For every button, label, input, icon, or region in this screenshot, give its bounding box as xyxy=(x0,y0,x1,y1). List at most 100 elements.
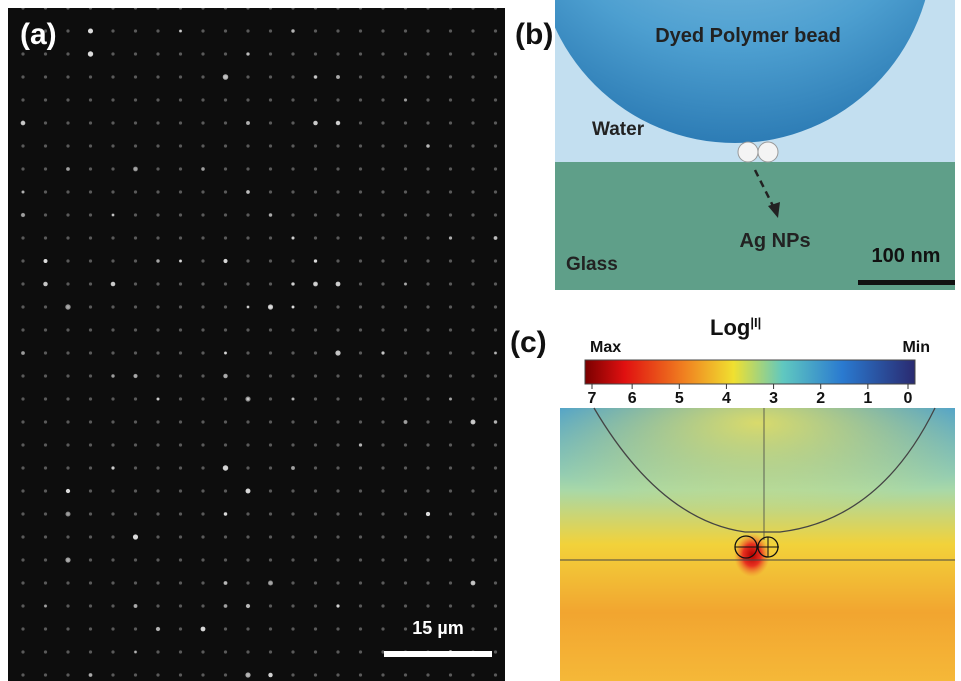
bright-spot xyxy=(314,283,317,286)
bright-spot xyxy=(201,627,206,632)
bright-spot xyxy=(44,605,47,608)
bright-spot xyxy=(359,443,362,446)
bright-spot xyxy=(156,259,159,262)
bright-spot xyxy=(291,29,294,32)
bright-spot xyxy=(133,534,138,539)
bright-spot xyxy=(246,190,250,194)
panel-label: (a) xyxy=(20,18,57,51)
water-label: Water xyxy=(592,119,645,140)
colorbar-tick-label: 0 xyxy=(904,390,913,407)
bright-spot xyxy=(449,236,452,239)
bright-spot xyxy=(245,672,250,677)
bright-spot xyxy=(268,304,273,309)
bright-spot xyxy=(245,396,250,401)
bright-spot xyxy=(223,465,228,470)
bright-spot xyxy=(134,651,136,653)
bright-spot xyxy=(494,236,498,240)
bright-spot xyxy=(224,352,227,355)
bright-spot xyxy=(336,282,341,287)
bright-spot xyxy=(335,350,340,355)
bright-spot xyxy=(404,99,407,102)
bright-spot xyxy=(314,259,317,262)
bright-spot xyxy=(22,191,25,194)
bright-spot xyxy=(134,604,138,608)
scale-bar-label: 100 nm xyxy=(872,245,941,267)
bright-spot xyxy=(111,374,114,377)
colorbar-tick-label: 5 xyxy=(675,390,684,407)
bright-spot xyxy=(133,167,138,172)
bright-spot xyxy=(292,237,295,240)
bright-spot xyxy=(246,489,251,494)
bright-spot xyxy=(471,420,476,425)
colorbar-tick-label: 6 xyxy=(628,390,637,407)
bright-spot xyxy=(224,604,228,608)
bright-spot xyxy=(404,283,407,286)
bright-spot xyxy=(224,581,228,585)
bright-spot xyxy=(291,282,294,285)
bright-spot xyxy=(156,627,160,631)
bright-spot xyxy=(292,398,295,401)
glass-label: Glass xyxy=(566,254,618,275)
bright-spot xyxy=(494,352,497,355)
bright-spot xyxy=(246,52,249,55)
bright-spot xyxy=(268,580,273,585)
bright-spot xyxy=(44,259,48,263)
bright-spot xyxy=(494,420,497,423)
bright-spot xyxy=(66,167,70,171)
bright-spot xyxy=(223,74,229,80)
bright-spot xyxy=(89,673,93,677)
colorbar-tick-label: 4 xyxy=(722,390,731,407)
bead-label: Dyed Polymer bead xyxy=(655,25,841,47)
bright-spot xyxy=(112,214,114,216)
panel-label: (c) xyxy=(510,326,547,359)
bright-spot xyxy=(313,121,318,126)
bright-spot xyxy=(65,557,70,562)
figure: (a) 15 µm (b) Dyed Polymer bead Water Ag… xyxy=(0,0,961,681)
scale-bar xyxy=(858,280,955,285)
bright-spot xyxy=(111,282,116,287)
bright-spot xyxy=(133,374,137,378)
bright-spot xyxy=(336,75,340,79)
bright-spot xyxy=(426,512,430,516)
bright-spot xyxy=(471,581,476,586)
colorbar-tick-label: 3 xyxy=(769,390,778,407)
bright-spot xyxy=(179,30,182,33)
bright-spot xyxy=(21,351,25,355)
bright-spot xyxy=(21,121,26,126)
bright-spot xyxy=(449,398,452,401)
title-text: Log xyxy=(710,315,750,340)
dot-array xyxy=(8,8,505,681)
bright-spot xyxy=(381,351,384,354)
bright-spot xyxy=(268,673,272,677)
bright-spot xyxy=(223,374,228,379)
panel-label: (b) xyxy=(515,18,553,51)
bright-spot xyxy=(66,489,70,493)
scale-bar-label: 15 µm xyxy=(412,618,463,638)
nanoparticle xyxy=(758,142,778,162)
bright-spot xyxy=(224,512,227,515)
colorbar-tick-label: 7 xyxy=(588,390,597,407)
colorbar-title: Log|I| xyxy=(710,315,761,340)
bright-spot xyxy=(21,213,25,217)
bright-spot xyxy=(269,213,273,217)
colorbar-min: Min xyxy=(902,339,930,356)
bright-spot xyxy=(89,53,92,56)
bright-spot xyxy=(43,282,48,287)
particle-label: Ag NPs xyxy=(739,230,810,252)
bright-spot xyxy=(292,306,295,309)
bright-spot xyxy=(65,304,70,309)
scale-bar xyxy=(384,651,492,657)
bright-spot xyxy=(336,604,339,607)
bright-spot xyxy=(111,466,114,469)
panel-a: (a) 15 µm xyxy=(8,8,505,681)
bright-spot xyxy=(88,28,93,33)
bright-spot xyxy=(336,121,341,126)
colorbar-max: Max xyxy=(590,339,621,356)
bright-spot xyxy=(291,466,295,470)
bright-spot xyxy=(403,420,407,424)
bright-spot xyxy=(314,76,317,79)
bright-spot xyxy=(223,259,227,263)
panel-b: (b) Dyed Polymer bead Water Ag NPs Glass… xyxy=(515,0,955,290)
colorbar-tick-label: 2 xyxy=(816,390,825,407)
bright-spot xyxy=(426,144,430,148)
